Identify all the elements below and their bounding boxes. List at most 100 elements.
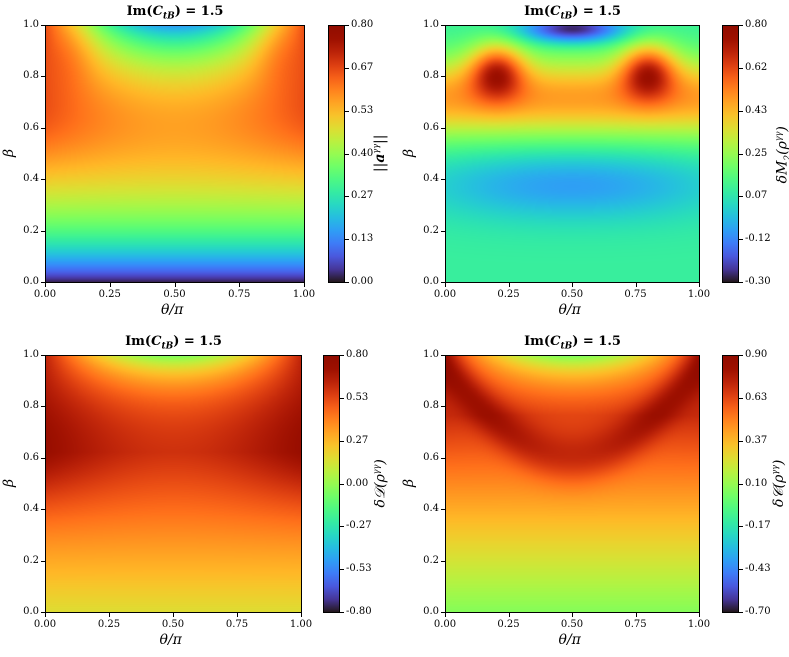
y-tick-label: 1.0 xyxy=(423,19,439,30)
y-tick-label: 0.4 xyxy=(23,503,39,515)
y-tick-mark xyxy=(41,509,45,511)
colorbar-tick-mark xyxy=(345,196,349,198)
colorbar-tick-label: 0.63 xyxy=(745,391,768,403)
y-tick-mark xyxy=(41,76,45,78)
y-tick-label: 0.0 xyxy=(23,606,39,617)
y-tick-mark xyxy=(441,230,445,232)
colorbar-tick-mark xyxy=(345,239,349,241)
colorbar-tick-label: 0.10 xyxy=(745,477,768,489)
x-tick-label: 0.75 xyxy=(624,619,647,630)
x-tick-label: 0.25 xyxy=(97,619,121,630)
y-tick-label: 0.2 xyxy=(423,554,439,566)
colorbar-tick-mark xyxy=(340,483,344,485)
y-tick-mark xyxy=(41,25,45,26)
colorbar-tick-label: -0.12 xyxy=(745,233,771,245)
y-tick-label: 0.6 xyxy=(23,121,39,133)
x-tick-mark xyxy=(239,283,241,287)
y-tick-label: 0.2 xyxy=(23,554,39,566)
colorbar-tick-label: -0.70 xyxy=(745,606,771,617)
colorbar xyxy=(323,355,340,613)
x-tick-mark xyxy=(237,613,238,617)
y-tick-label: 0.8 xyxy=(23,70,39,82)
y-tick-label: 0.0 xyxy=(423,606,439,617)
y-tick-mark xyxy=(441,612,445,613)
colorbar-tick-label: 0.53 xyxy=(351,104,374,116)
y-tick-label: 0.8 xyxy=(23,400,39,412)
x-tick-mark xyxy=(572,613,573,617)
y-tick-label: 0.8 xyxy=(423,70,439,82)
y-tick-label: 1.0 xyxy=(423,349,439,360)
colorbar-tick-label: 0.43 xyxy=(745,104,768,116)
colorbar-label: δM2(ργγ) xyxy=(773,126,789,184)
colorbar-tick-label: 0.80 xyxy=(745,19,768,30)
x-tick-mark xyxy=(109,613,110,617)
x-axis-label: θ/π xyxy=(558,302,581,318)
x-tick-label: 0.25 xyxy=(497,619,520,630)
y-tick-mark xyxy=(441,179,445,181)
colorbar-tick-mark xyxy=(340,397,344,399)
heatmap-canvas xyxy=(446,26,699,282)
colorbar-tick-mark xyxy=(345,153,349,155)
y-tick-mark xyxy=(441,406,445,408)
colorbar-tick-label: 0.80 xyxy=(346,349,369,360)
x-tick-mark xyxy=(45,283,46,287)
x-tick-mark xyxy=(635,613,637,617)
y-tick-label: 0.2 xyxy=(423,224,439,236)
colorbar-tick-mark xyxy=(345,67,349,69)
y-tick-label: 0.2 xyxy=(23,224,39,236)
colorbar-label: ||aγγ|| xyxy=(371,134,389,173)
colorbar-tick-mark xyxy=(340,612,344,613)
colorbar-tick-label: 0.07 xyxy=(745,190,768,202)
y-tick-mark xyxy=(441,282,445,283)
heatmap-plot xyxy=(45,25,305,283)
y-tick-label: 0.8 xyxy=(423,400,439,412)
y-tick-mark xyxy=(41,230,45,232)
x-tick-mark xyxy=(508,283,510,287)
colorbar-tick-label: 0.27 xyxy=(351,190,374,202)
colorbar-tick-mark xyxy=(340,355,344,356)
chart-title: Im(CtB) = 1.5 xyxy=(524,4,621,22)
colorbar-tick-mark xyxy=(739,196,743,198)
y-tick-label: 0.6 xyxy=(423,121,439,133)
x-tick-label: 0.00 xyxy=(433,619,457,630)
x-axis-label: θ/π xyxy=(161,302,184,318)
x-tick-label: 1.00 xyxy=(687,619,711,630)
colorbar-label: δ𝒟(ργγ) xyxy=(371,459,389,508)
colorbar-tick-label: 0.27 xyxy=(346,434,369,446)
x-tick-mark xyxy=(174,283,176,287)
colorbar-tick-label: 0.53 xyxy=(346,391,369,403)
colorbar xyxy=(328,25,345,283)
x-tick-label: 1.00 xyxy=(687,289,711,300)
x-tick-label: 1.00 xyxy=(289,619,313,630)
colorbar-tick-mark xyxy=(739,569,743,571)
y-tick-mark xyxy=(441,127,445,129)
y-tick-label: 0.4 xyxy=(23,173,39,185)
colorbar-tick-label: -0.43 xyxy=(745,563,771,575)
y-tick-mark xyxy=(41,406,45,408)
colorbar-tick-mark xyxy=(739,239,743,241)
chart-title: Im(CtB) = 1.5 xyxy=(126,4,224,22)
x-tick-label: 0.25 xyxy=(98,289,121,300)
colorbar-tick-label: 0.80 xyxy=(351,19,374,30)
y-tick-label: 1.0 xyxy=(23,19,39,30)
x-axis-label: θ/π xyxy=(159,632,182,648)
colorbar-label: δ𝒞(ργγ) xyxy=(770,459,788,508)
colorbar-tick-mark xyxy=(739,355,743,356)
colorbar-tick-mark xyxy=(739,526,743,528)
colorbar-tick-label: 0.67 xyxy=(351,61,374,73)
colorbar-tick-label: 0.00 xyxy=(346,477,369,489)
y-tick-label: 0.6 xyxy=(23,451,39,463)
y-tick-mark xyxy=(441,25,445,26)
colorbar xyxy=(722,355,739,613)
colorbar-tick-mark xyxy=(739,440,743,442)
y-tick-label: 0.0 xyxy=(423,276,439,287)
colorbar-tick-mark xyxy=(345,25,349,26)
colorbar-tick-label: 0.13 xyxy=(351,233,374,245)
x-tick-label: 0.00 xyxy=(433,289,457,300)
x-tick-label: 0.75 xyxy=(228,289,251,300)
heatmap-plot xyxy=(445,355,700,613)
colorbar-tick-label: 0.40 xyxy=(351,147,374,159)
y-tick-label: 0.6 xyxy=(423,451,439,463)
y-tick-label: 0.4 xyxy=(423,503,439,515)
x-tick-mark xyxy=(301,613,302,617)
